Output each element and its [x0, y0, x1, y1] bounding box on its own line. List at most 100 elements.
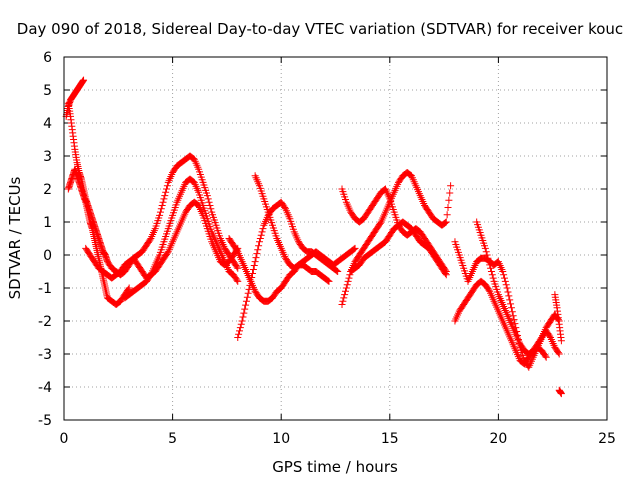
series-track-p	[551, 291, 565, 345]
data-point-marker	[555, 350, 563, 358]
data-point-marker	[242, 301, 250, 309]
series-track-f	[130, 198, 242, 282]
data-point-marker	[442, 271, 450, 279]
data-point-marker	[156, 208, 164, 216]
data-point-marker	[541, 352, 549, 360]
y-tick-label: 2	[43, 182, 52, 198]
data-point-marker	[124, 285, 132, 293]
data-point-marker	[234, 334, 242, 341]
data-point-marker	[502, 281, 510, 289]
data-point-marker	[146, 236, 154, 244]
y-tick-label: -5	[38, 413, 52, 429]
data-point-marker	[376, 219, 384, 227]
y-tick-label: 4	[43, 116, 52, 132]
data-point-marker	[445, 196, 453, 204]
series-track-a	[62, 76, 88, 120]
data-point-marker	[237, 320, 245, 328]
y-tick-label: 3	[43, 149, 52, 165]
data-point-marker	[500, 274, 508, 282]
data-point-marker	[503, 284, 511, 292]
y-tick-label: 6	[43, 50, 52, 66]
data-point-marker	[481, 244, 489, 252]
data-point-marker	[251, 258, 259, 266]
x-tick-label: 15	[381, 431, 399, 447]
y-tick-label: 0	[43, 248, 52, 264]
data-point-marker	[234, 277, 242, 285]
data-point-marker	[125, 284, 133, 292]
data-point-marker	[507, 304, 515, 312]
data-point-marker	[240, 309, 248, 317]
data-point-marker	[350, 245, 358, 253]
data-point-marker	[163, 185, 171, 193]
data-point-marker	[344, 277, 352, 285]
data-point-marker	[239, 313, 247, 321]
data-point-marker	[233, 263, 241, 271]
data-point-marker	[241, 305, 249, 313]
data-point-marker	[158, 202, 166, 209]
data-point-marker	[244, 289, 252, 297]
data-point-marker	[485, 286, 493, 294]
data-point-marker	[508, 308, 516, 316]
data-point-marker	[486, 261, 494, 269]
data-point-marker	[249, 266, 257, 274]
data-point-marker	[346, 271, 354, 279]
y-tick-label: -1	[38, 281, 52, 297]
data-point-marker	[238, 317, 246, 325]
data-point-marker	[484, 254, 492, 262]
data-point-marker	[250, 262, 258, 270]
data-point-marker	[281, 203, 289, 211]
chart-title: Day 090 of 2018, Sidereal Day-to-day VTE…	[17, 20, 623, 38]
data-point-marker	[443, 211, 451, 219]
x-tick-label: 0	[60, 431, 69, 447]
data-point-marker	[163, 249, 171, 257]
series-track-n	[451, 277, 550, 368]
data-point-marker	[351, 244, 359, 252]
plot-area-frame	[63, 56, 608, 421]
data-point-marker	[161, 192, 169, 200]
data-point-marker	[258, 228, 266, 236]
data-point-marker	[482, 248, 490, 256]
y-tick-label: -4	[38, 380, 52, 396]
data-point-marker	[257, 231, 265, 239]
data-point-marker	[500, 271, 508, 279]
data-point-marker	[243, 293, 251, 301]
data-point-marker	[234, 264, 242, 272]
data-point-marker	[489, 274, 497, 282]
data-point-marker	[205, 198, 213, 206]
x-tick-label: 20	[489, 431, 507, 447]
data-point-marker	[332, 266, 340, 274]
data-point-marker	[160, 195, 168, 203]
data-point-marker	[483, 251, 491, 259]
data-point-marker	[233, 246, 241, 254]
data-point-marker	[255, 238, 263, 246]
data-point-marker	[339, 297, 347, 305]
data-point-marker	[341, 287, 349, 295]
y-tick-label: 1	[43, 215, 52, 231]
x-tick-label: 5	[168, 431, 177, 447]
series-track-d	[82, 152, 242, 282]
data-point-marker	[233, 276, 241, 284]
data-point-marker	[557, 337, 565, 345]
data-point-marker	[501, 277, 509, 285]
series-track-l	[347, 218, 450, 279]
data-point-marker	[256, 235, 264, 242]
data-point-marker	[156, 211, 164, 219]
data-point-marker	[340, 294, 348, 302]
data-point-marker	[442, 218, 450, 226]
series-track-o	[473, 218, 563, 358]
data-point-marker	[333, 267, 341, 275]
series-track-q	[555, 386, 565, 398]
data-point-marker	[447, 182, 455, 190]
data-point-marker	[487, 264, 495, 272]
data-point-marker	[204, 195, 212, 203]
series-track-i	[251, 172, 359, 272]
data-point-marker	[338, 301, 346, 308]
data-point-marker	[253, 250, 261, 258]
data-point-marker	[557, 390, 565, 398]
data-point-marker	[506, 296, 514, 304]
data-point-marker	[255, 242, 263, 250]
data-point-marker	[444, 203, 452, 211]
y-tick-label: -3	[38, 347, 52, 363]
data-point-marker	[254, 246, 262, 254]
